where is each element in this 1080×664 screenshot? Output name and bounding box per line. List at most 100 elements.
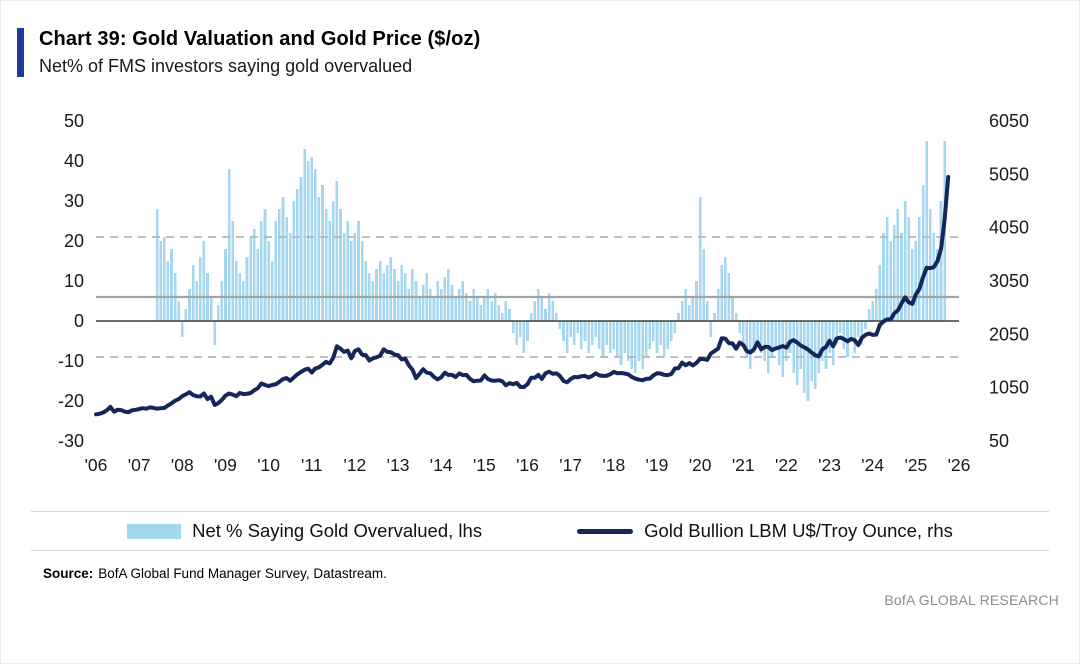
bar bbox=[608, 321, 612, 353]
bar bbox=[864, 321, 867, 329]
bar bbox=[486, 289, 490, 321]
bar bbox=[429, 289, 432, 321]
bar bbox=[278, 209, 281, 321]
bar bbox=[853, 321, 857, 353]
bar bbox=[508, 309, 511, 321]
bar bbox=[932, 233, 936, 321]
bar bbox=[558, 321, 562, 329]
x-axis-tick-label: '07 bbox=[128, 455, 151, 475]
bar bbox=[529, 313, 533, 321]
x-axis-tick-label: '11 bbox=[301, 455, 323, 475]
bar bbox=[756, 321, 759, 341]
bar bbox=[885, 217, 889, 321]
bar bbox=[713, 313, 716, 321]
right-axis-tick-label: 1050 bbox=[989, 378, 1029, 398]
bar bbox=[795, 321, 799, 385]
bar bbox=[328, 221, 332, 321]
bar bbox=[303, 149, 306, 321]
bar bbox=[544, 309, 547, 321]
chart-subtitle: Net% of FMS investors saying gold overva… bbox=[39, 56, 413, 76]
bar bbox=[260, 221, 263, 321]
bar bbox=[314, 169, 317, 321]
bar bbox=[695, 281, 698, 321]
bar bbox=[407, 289, 411, 321]
bar bbox=[662, 321, 666, 357]
bar bbox=[774, 321, 777, 349]
bar bbox=[921, 185, 925, 321]
bar bbox=[788, 321, 792, 353]
bar bbox=[324, 209, 328, 321]
bar bbox=[680, 301, 684, 321]
bar bbox=[375, 269, 378, 321]
bar bbox=[688, 305, 691, 321]
source-text: BofA Global Fund Manager Survey, Datastr… bbox=[98, 566, 387, 581]
x-axis-tick-label: '24 bbox=[861, 455, 884, 475]
bar bbox=[396, 281, 400, 321]
bar bbox=[619, 321, 623, 365]
bar bbox=[170, 249, 173, 321]
bar bbox=[738, 321, 741, 333]
bar bbox=[849, 321, 853, 341]
legend-bar-label: Net % Saying Gold Overvalued, lhs bbox=[192, 520, 483, 541]
bar bbox=[630, 321, 634, 369]
bar bbox=[385, 265, 389, 321]
bar bbox=[177, 301, 180, 321]
bar bbox=[900, 233, 903, 321]
bar bbox=[321, 185, 324, 321]
bar bbox=[292, 201, 296, 321]
bar bbox=[270, 261, 274, 321]
bar bbox=[670, 321, 673, 341]
bar bbox=[806, 321, 810, 401]
bar bbox=[878, 265, 882, 321]
x-axis-tick-label: '25 bbox=[904, 455, 927, 475]
bar bbox=[490, 301, 493, 321]
bar bbox=[285, 217, 288, 321]
x-axis-tick-label: '20 bbox=[689, 455, 712, 475]
bar bbox=[803, 321, 806, 393]
bar bbox=[590, 321, 594, 345]
bar bbox=[655, 321, 659, 353]
bar bbox=[515, 321, 519, 345]
bar bbox=[288, 233, 292, 321]
bar bbox=[159, 241, 163, 321]
bar bbox=[335, 181, 339, 321]
bar bbox=[576, 321, 580, 333]
bar bbox=[418, 297, 421, 321]
bar bbox=[860, 321, 864, 345]
bar bbox=[594, 321, 598, 337]
bar bbox=[759, 321, 763, 353]
bar bbox=[249, 237, 252, 321]
x-axis-tick-label: '10 bbox=[257, 455, 280, 475]
bar bbox=[195, 281, 198, 321]
bar bbox=[252, 229, 256, 321]
legend-line-swatch bbox=[577, 528, 634, 534]
bar bbox=[785, 321, 788, 361]
bar bbox=[227, 169, 231, 321]
bar bbox=[652, 321, 655, 341]
bar bbox=[554, 313, 558, 321]
bar bbox=[350, 241, 353, 321]
bar bbox=[903, 201, 907, 321]
bar bbox=[709, 321, 713, 337]
bar bbox=[605, 321, 608, 345]
bar bbox=[770, 321, 774, 357]
bar bbox=[871, 301, 874, 321]
right-axis-tick-label: 2050 bbox=[989, 324, 1029, 344]
bar bbox=[472, 289, 475, 321]
bar bbox=[939, 201, 943, 321]
bar bbox=[465, 293, 468, 321]
x-axis-tick-label: '15 bbox=[473, 455, 496, 475]
bar bbox=[666, 321, 670, 349]
bar bbox=[364, 261, 367, 321]
bar bbox=[306, 161, 310, 321]
bar bbox=[357, 221, 360, 321]
bar bbox=[414, 281, 418, 321]
bar bbox=[389, 257, 393, 321]
bar bbox=[346, 221, 349, 321]
legend-bar-swatch bbox=[127, 523, 182, 539]
bar bbox=[497, 305, 501, 321]
x-axis-tick-label: '16 bbox=[516, 455, 539, 475]
chart-title: Chart 39: Gold Valuation and Gold Price … bbox=[39, 28, 481, 50]
bar bbox=[562, 321, 565, 341]
bar bbox=[454, 297, 457, 321]
